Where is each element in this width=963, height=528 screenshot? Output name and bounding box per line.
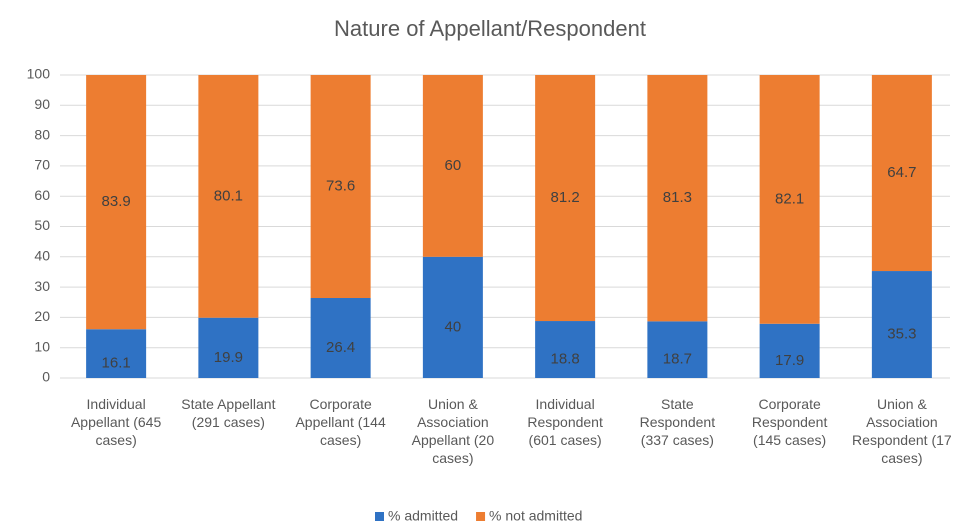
- y-tick-label: 60: [34, 187, 50, 203]
- x-tick-label: Corporate Respondent (145 cases): [751, 396, 828, 448]
- chart-title: Nature of Appellant/Respondent: [334, 16, 646, 41]
- data-label: 17.9: [775, 352, 804, 369]
- y-tick-label: 30: [34, 278, 50, 294]
- x-tick-label: Union & Association Respondent (17 cases…: [852, 396, 952, 466]
- bar-segment: [535, 321, 596, 378]
- legend-label: % admitted: [388, 508, 458, 524]
- bar-segment: [759, 323, 820, 378]
- legend-swatch: [375, 512, 384, 521]
- data-label: 82.1: [775, 190, 804, 207]
- y-tick-label: 10: [34, 338, 50, 354]
- bar-segment: [871, 271, 932, 378]
- bar-segment: [310, 298, 371, 378]
- x-tick-label: Corporate Appellant (144 cases): [295, 396, 386, 448]
- data-label: 18.8: [551, 350, 580, 367]
- y-tick-label: 70: [34, 157, 50, 173]
- y-tick-label: 80: [34, 126, 50, 142]
- y-tick-label: 90: [34, 96, 50, 112]
- data-label: 16.1: [102, 355, 131, 372]
- x-tick-label: State Respondent (337 cases): [639, 396, 716, 448]
- data-label: 80.1: [214, 187, 243, 204]
- x-tick-label: Individual Appellant (645 cases): [70, 396, 162, 448]
- bar-segment: [759, 75, 820, 324]
- bar-segment: [86, 75, 147, 330]
- data-label: 26.4: [326, 339, 355, 356]
- data-label: 35.3: [887, 325, 916, 342]
- x-tick-label: State Appellant (291 cases): [181, 396, 276, 430]
- y-tick-label: 40: [34, 248, 50, 264]
- bar-segment: [422, 256, 483, 378]
- data-label: 81.3: [663, 189, 692, 206]
- y-tick-label: 100: [27, 66, 51, 82]
- data-label: 64.7: [887, 164, 916, 181]
- bar-segment: [871, 75, 932, 272]
- bar-segment: [198, 317, 259, 378]
- y-tick-label: 0: [42, 369, 50, 385]
- data-label: 73.6: [326, 177, 355, 194]
- bar-segment: [86, 329, 147, 378]
- legend-label: % not admitted: [489, 508, 582, 524]
- data-label: 81.2: [551, 189, 580, 206]
- data-label: 60: [445, 157, 462, 174]
- x-tick-label: Individual Respondent (601 cases): [527, 396, 603, 448]
- y-tick-label: 20: [34, 308, 50, 324]
- y-tick-label: 50: [34, 217, 50, 233]
- bar-segment: [198, 75, 259, 318]
- bar-segment: [647, 75, 708, 322]
- data-label: 83.9: [102, 193, 131, 210]
- bar-segment: [535, 75, 596, 322]
- bar-segment: [647, 321, 708, 378]
- x-tick-label: Union & Association Appellant (20 cases): [411, 396, 495, 466]
- data-label: 40: [445, 318, 462, 335]
- bar-segment: [310, 75, 371, 299]
- bar-segment: [422, 75, 483, 257]
- data-label: 19.9: [214, 349, 243, 366]
- legend-swatch: [476, 512, 486, 521]
- data-label: 18.7: [663, 351, 692, 368]
